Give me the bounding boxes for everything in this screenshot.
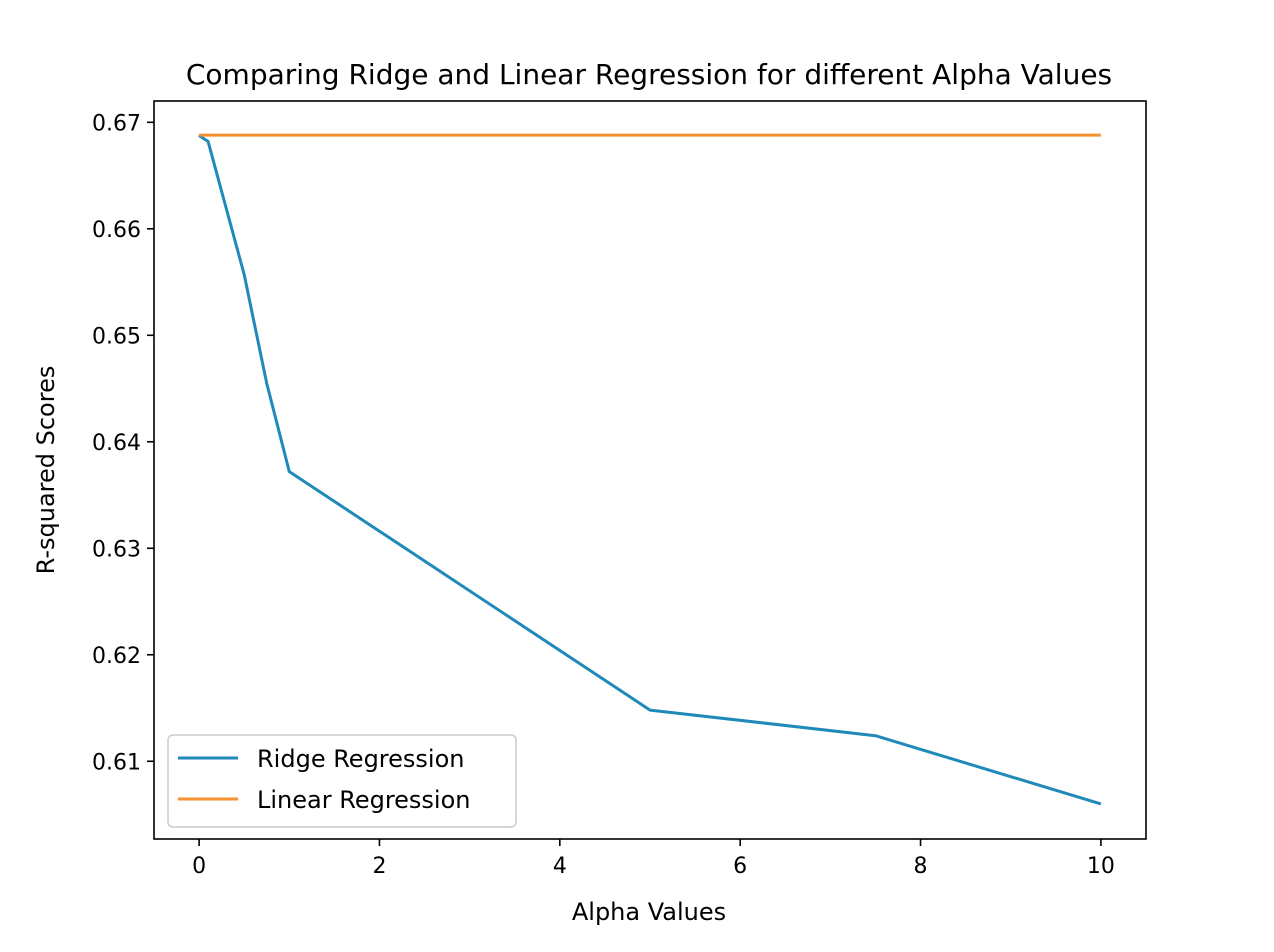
y-tick-label: 0.62 (92, 644, 141, 669)
y-tick-label: 0.65 (92, 324, 141, 349)
y-tick-label: 0.63 (92, 537, 141, 562)
x-tick-label: 4 (553, 854, 567, 879)
plot-area: 0 2 4 6 8 10 0.61 0.62 0.63 0.64 0.65 0.66 0.67 Ridge… (92, 100, 1147, 879)
y-tick-label: 0.67 (92, 111, 141, 136)
x-tick-label: 2 (372, 854, 386, 879)
chart-title: Comparing Ridge and Linear Regression fo… (186, 58, 1112, 91)
y-axis-label: R-squared Scores (32, 366, 60, 575)
legend-box (167, 734, 517, 828)
x-tick-label: 6 (733, 854, 747, 879)
y-tick-label: 0.64 (92, 431, 141, 456)
plot-frame (153, 100, 1147, 840)
y-tick-label: 0.61 (92, 750, 141, 775)
series-line-1 (197, 134, 1102, 806)
x-tick-label: 8 (914, 854, 928, 879)
x-tick-label: 10 (1087, 854, 1115, 879)
x-axis-label: Alpha Values (572, 898, 726, 926)
y-tick-label: 0.66 (92, 218, 141, 243)
legend-label-2: Linear Regression (257, 786, 471, 814)
x-tick-label: 0 (192, 854, 206, 879)
legend-label-1: Ridge Regression (257, 745, 464, 773)
